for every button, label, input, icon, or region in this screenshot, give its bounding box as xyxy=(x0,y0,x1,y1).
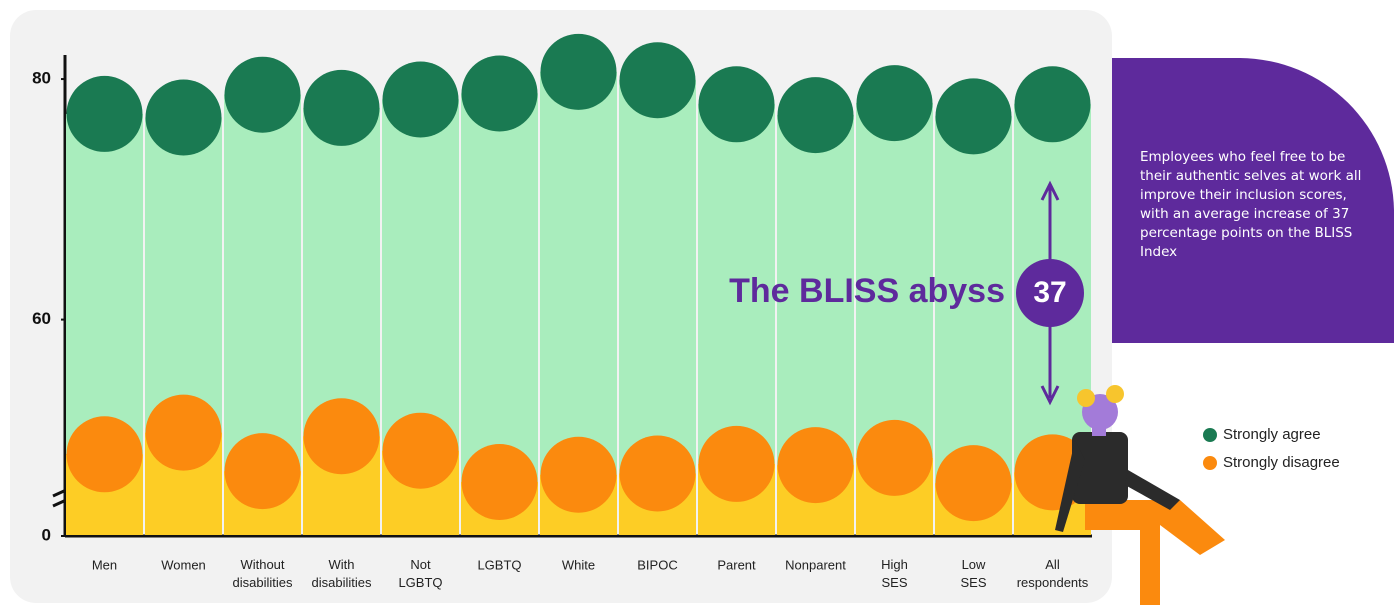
agree-dot xyxy=(699,66,775,142)
gap-column xyxy=(145,118,222,433)
disagree-dot xyxy=(67,416,143,492)
agree-dot xyxy=(541,34,617,110)
disagree-dot xyxy=(620,436,696,512)
disagree-dot xyxy=(857,420,933,496)
disagree-dot xyxy=(699,426,775,502)
disagree-dot xyxy=(778,427,854,503)
gap-column xyxy=(303,108,380,436)
abyss-label: The BLISS abyss xyxy=(729,272,1005,310)
x-tick-label: Nonparent xyxy=(785,557,846,572)
x-tick-label: Men xyxy=(92,557,117,572)
gap-column xyxy=(619,80,696,473)
disagree-dot xyxy=(304,398,380,474)
agree-dot xyxy=(383,62,459,138)
y-tick-label: 60 xyxy=(32,309,51,328)
agree-dot xyxy=(857,65,933,141)
agree-dot xyxy=(225,57,301,133)
legend-swatch xyxy=(1203,428,1217,442)
disagree-dot xyxy=(462,444,538,520)
legend-swatch xyxy=(1203,456,1217,470)
disagree-dot xyxy=(541,437,617,513)
disagree-dot xyxy=(146,395,222,471)
gap-column xyxy=(382,100,459,451)
x-tick-label: Women xyxy=(161,557,206,572)
y-tick-label: 80 xyxy=(32,69,51,88)
disagree-dot xyxy=(383,413,459,489)
agree-dot xyxy=(620,42,696,118)
gap-column xyxy=(540,72,617,475)
gap-column xyxy=(461,93,538,481)
gap-column xyxy=(224,95,301,471)
legend-label: Strongly disagree xyxy=(1223,454,1340,471)
legend-label: Strongly agree xyxy=(1223,426,1321,443)
y-tick-label: 0 xyxy=(42,525,51,544)
disagree-dot xyxy=(936,445,1012,521)
gap-column xyxy=(66,114,143,454)
agree-dot xyxy=(936,78,1012,154)
x-tick-label: Parent xyxy=(717,557,756,572)
chart: 06080MenWomenWithoutdisabilitiesWithdisa… xyxy=(0,0,1394,609)
agree-dot xyxy=(1015,66,1091,142)
agree-dot xyxy=(304,70,380,146)
agree-dot xyxy=(146,80,222,156)
note: Employees who feel free to be their auth… xyxy=(1140,148,1378,262)
x-tick-label: BIPOC xyxy=(637,557,677,572)
abyss-value: 37 xyxy=(1033,276,1066,309)
agree-dot xyxy=(778,77,854,153)
x-tick-label: White xyxy=(562,557,595,572)
page: 06080MenWomenWithoutdisabilitiesWithdisa… xyxy=(0,0,1394,609)
disagree-dot xyxy=(225,433,301,509)
agree-dot xyxy=(462,55,538,131)
x-tick-label: LGBTQ xyxy=(477,557,521,572)
agree-dot xyxy=(67,76,143,152)
